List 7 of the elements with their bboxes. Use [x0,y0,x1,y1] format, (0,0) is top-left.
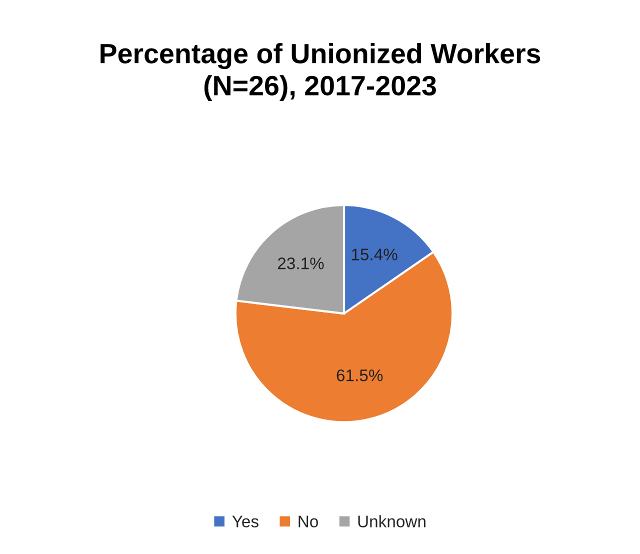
legend-label: Unknown [358,515,426,528]
data-label: 15.4% [352,248,398,260]
legend-label: Yes [232,516,258,528]
data-label: 61.5% [336,369,383,382]
legend-label: No [298,516,318,528]
chart-title: Percentage of Unionized Workers (N=26), 2017-2023 [100,43,540,101]
data-label: 23.1% [278,258,324,270]
